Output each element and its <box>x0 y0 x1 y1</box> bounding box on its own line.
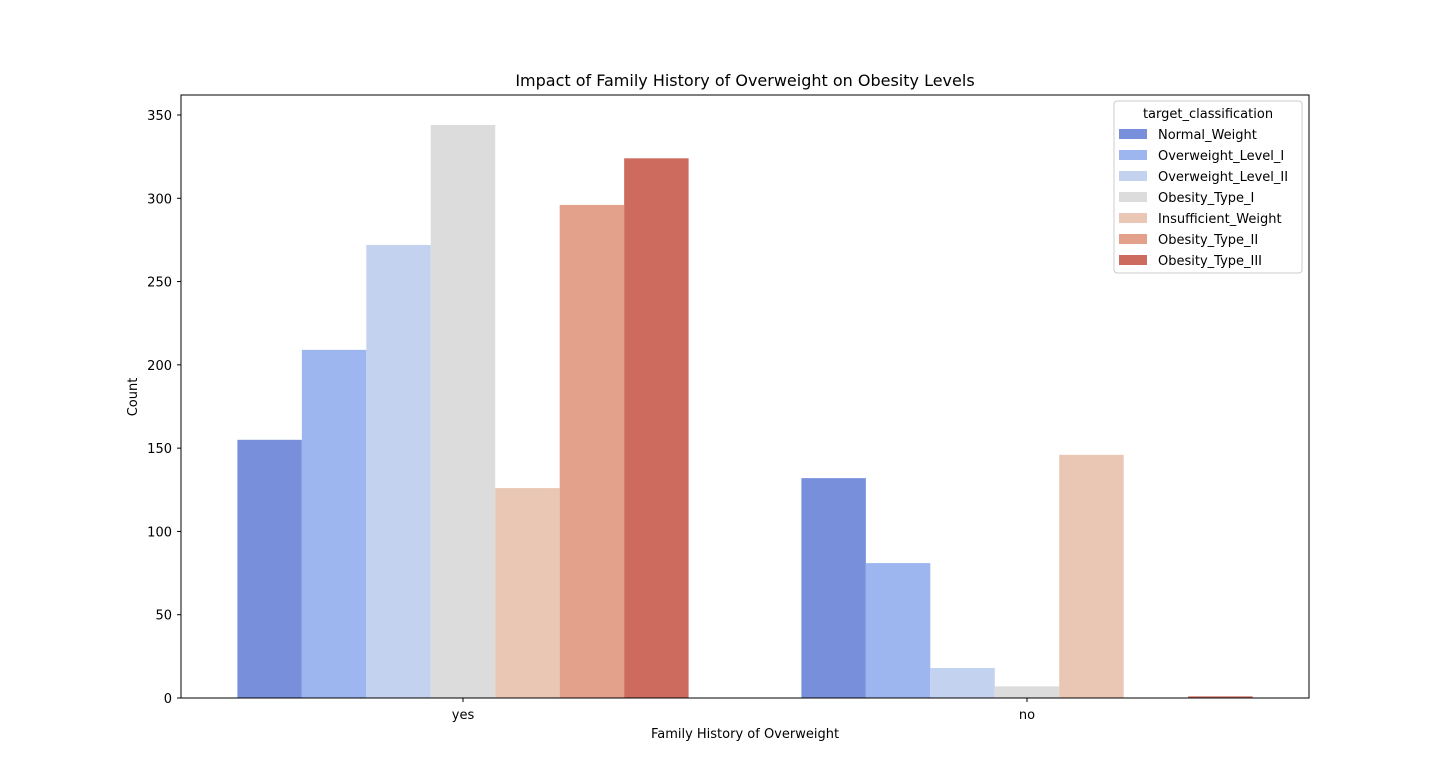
legend-label: Obesity_Type_I <box>1158 191 1254 206</box>
y-tick-label: 200 <box>147 359 172 374</box>
legend-swatch <box>1119 150 1147 160</box>
plot-area <box>237 124 1253 699</box>
legend-swatch <box>1119 192 1147 202</box>
legend-label: Normal_Weight <box>1158 128 1257 143</box>
y-tick-label: 100 <box>147 525 172 540</box>
legend-label: Insufficient_Weight <box>1158 212 1282 227</box>
y-axis-label: Count <box>126 378 141 417</box>
bar <box>801 478 866 698</box>
bar <box>301 349 367 698</box>
bar <box>624 158 689 698</box>
bar <box>930 668 995 698</box>
y-tick-label: 50 <box>155 609 172 624</box>
bar <box>865 563 931 698</box>
x-axis: yes no <box>452 698 1035 723</box>
legend-box <box>1113 100 1303 274</box>
x-tick-label: yes <box>452 708 475 723</box>
y-tick-label: 300 <box>147 192 172 207</box>
legend-label: Obesity_Type_III <box>1158 254 1262 269</box>
y-tick-label: 250 <box>147 276 172 291</box>
legend-title: target_classification <box>1143 107 1273 122</box>
y-tick-label: 150 <box>147 442 172 457</box>
bar <box>559 204 625 699</box>
bar <box>366 244 431 699</box>
y-tick-label: 0 <box>164 692 172 707</box>
legend-swatch <box>1119 213 1147 223</box>
legend-label: Obesity_Type_II <box>1158 233 1258 248</box>
legend-label: Overweight_Level_II <box>1158 170 1288 185</box>
bar <box>430 124 496 699</box>
bar <box>994 686 1060 698</box>
legend-label: Overweight_Level_I <box>1158 149 1284 164</box>
legend-swatch <box>1119 129 1147 139</box>
y-axis: 0 50 100 150 200 250 300 350 <box>147 109 181 707</box>
chart-title: Impact of Family History of Overweight o… <box>515 71 974 90</box>
bar <box>495 488 560 698</box>
legend: target_classification Normal_Weight Overwe… <box>1113 100 1303 274</box>
plot-frame <box>180 94 1310 699</box>
legend-swatch <box>1119 171 1147 181</box>
bar <box>1188 696 1253 698</box>
bar <box>237 439 302 698</box>
x-axis-label: Family History of Overweight <box>651 727 839 742</box>
y-tick-label: 350 <box>147 109 172 124</box>
legend-swatch <box>1119 255 1147 265</box>
x-tick-label: no <box>1019 708 1035 723</box>
legend-swatch <box>1119 234 1147 244</box>
bar <box>1059 454 1124 698</box>
